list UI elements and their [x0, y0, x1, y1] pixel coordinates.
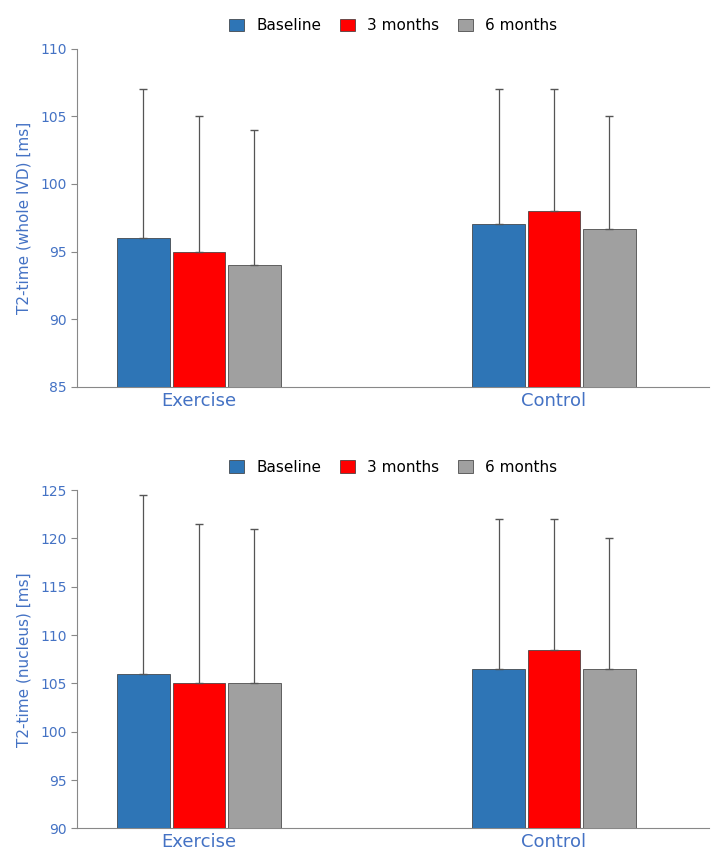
Bar [583, 228, 636, 387]
Y-axis label: T2-time (whole IVD) [ms]: T2-time (whole IVD) [ms] [17, 122, 32, 314]
Bar [173, 252, 225, 387]
Legend: Baseline, 3 months, 6 months: Baseline, 3 months, 6 months [223, 12, 563, 39]
Bar [583, 669, 636, 828]
Bar [228, 683, 281, 828]
Bar [528, 211, 580, 387]
Bar [228, 265, 281, 387]
Legend: Baseline, 3 months, 6 months: Baseline, 3 months, 6 months [223, 454, 563, 481]
Bar [472, 225, 525, 387]
Y-axis label: T2-time (nucleus) [ms]: T2-time (nucleus) [ms] [17, 572, 32, 746]
Bar [528, 649, 580, 828]
Bar [117, 674, 170, 828]
Bar [472, 669, 525, 828]
Bar [173, 683, 225, 828]
Bar [117, 238, 170, 387]
